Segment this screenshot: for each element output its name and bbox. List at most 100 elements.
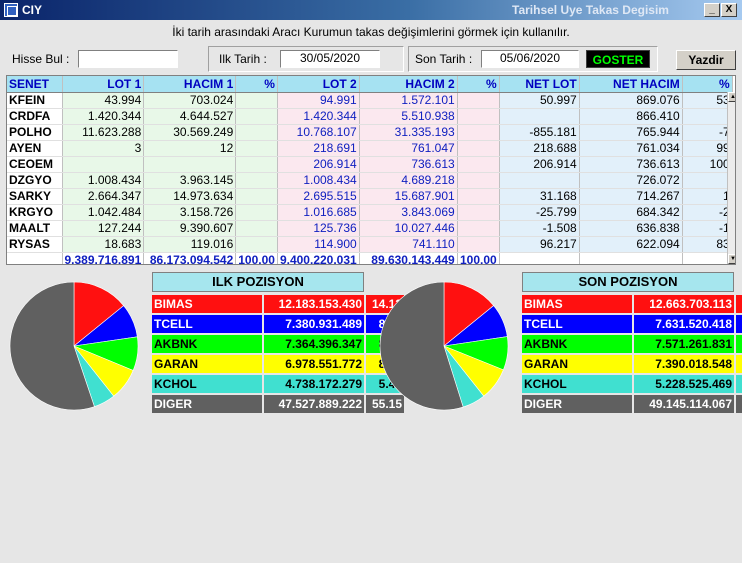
position-value: 7.380.931.489 <box>264 315 364 333</box>
table-cell: 94.991 <box>277 92 360 109</box>
table-cell <box>457 92 500 109</box>
table-cell: 765.944 <box>579 124 683 141</box>
column-header-9[interactable]: % <box>682 76 733 93</box>
position-percent: 8.44 <box>736 335 742 353</box>
table-cell: 1.420.344 <box>277 108 360 125</box>
table-cell: 2.695.515 <box>277 188 360 205</box>
table-row[interactable]: AYEN 3 12 218.691 761.047 218.688 761.034 99 <box>7 140 733 157</box>
table-cell: -25.799 <box>499 204 580 221</box>
table-cell: 15.687.901 <box>359 188 458 205</box>
column-header-5[interactable]: HACIM 2 <box>359 76 458 93</box>
goster-button[interactable]: GOSTER <box>586 50 650 68</box>
scroll-down-arrow[interactable]: ▼ <box>728 254 735 264</box>
son-tarih-input[interactable]: 05/06/2020 <box>481 50 579 68</box>
table-cell <box>143 156 237 173</box>
table-cell: 1.572.101 <box>359 92 458 109</box>
position-row[interactable]: DIGER 47.527.889.222 55.15 <box>152 395 404 413</box>
table-cell: 12 <box>143 140 237 157</box>
total-cell: 9.389.716.891 <box>62 252 145 264</box>
ilk-pozisyon-pie-chart <box>9 281 139 411</box>
table-cell: 3 <box>62 140 145 157</box>
senet-cell: DZGYO <box>7 172 63 189</box>
table-row[interactable]: MAALT 127.244 9.390.607 125.736 10.027.446 -1… <box>7 220 733 237</box>
total-cell: 86.173.094.542 <box>143 252 237 264</box>
table-row[interactable]: KRGYO 1.042.484 3.158.726 1.016.685 3.843.06… <box>7 204 733 221</box>
table-cell: 43.994 <box>62 92 145 109</box>
table-cell: -7 <box>682 124 733 141</box>
table-row[interactable]: POLHO 11.623.288 30.569.249 10.768.107 31.33… <box>7 124 733 141</box>
scroll-up-arrow[interactable]: ▲ <box>728 92 735 102</box>
table-cell: 1.008.434 <box>277 172 360 189</box>
column-header-3[interactable]: % <box>235 76 278 93</box>
table-cell <box>457 140 500 157</box>
total-cell <box>682 252 733 264</box>
table-row[interactable]: CRDFA 1.420.344 4.644.527 1.420.344 5.510.93… <box>7 108 733 125</box>
total-cell <box>499 252 580 264</box>
table-row[interactable]: DZGYO 1.008.434 3.963.145 1.008.434 4.689.21… <box>7 172 733 189</box>
table-cell: 1.420.344 <box>62 108 145 125</box>
column-header-0[interactable]: SENET <box>7 76 63 93</box>
column-header-8[interactable]: NET HACIM <box>579 76 683 93</box>
table-cell <box>499 108 580 125</box>
table-cell: 99 <box>682 140 733 157</box>
table-cell: 119.016 <box>143 236 237 253</box>
table-cell: 53 <box>682 92 733 109</box>
column-header-4[interactable]: LOT 2 <box>277 76 360 93</box>
table-cell: 127.244 <box>62 220 145 237</box>
ilk-tarih-input[interactable]: 30/05/2020 <box>280 50 380 68</box>
table-cell: -1 <box>682 220 733 237</box>
son-pozisyon-pie-chart <box>379 281 509 411</box>
close-button[interactable]: X <box>721 3 737 17</box>
position-row[interactable]: BIMAS 12.183.153.430 14.13 <box>152 295 404 313</box>
table-cell: 18.683 <box>62 236 145 253</box>
pie-slice-diger <box>9 281 95 411</box>
table-cell <box>235 92 278 109</box>
table-row[interactable]: SARKY 2.664.347 14.973.634 2.695.515 15.687.… <box>7 188 733 205</box>
table-cell: 114.900 <box>277 236 360 253</box>
table-cell: 4.689.218 <box>359 172 458 189</box>
table-scrollbar[interactable]: ▲ ▼ <box>727 92 735 264</box>
yazdir-button[interactable]: Yazdir <box>676 50 736 70</box>
table-cell <box>235 140 278 157</box>
column-header-7[interactable]: NET LOT <box>499 76 580 93</box>
table-cell: 761.034 <box>579 140 683 157</box>
column-header-1[interactable]: LOT 1 <box>62 76 145 93</box>
table-cell <box>235 124 278 141</box>
table-cell: 125.736 <box>277 220 360 237</box>
hisse-search-input[interactable] <box>78 50 178 68</box>
takas-table: SENET LOT 1 HACIM 1% LOT 2 HACIM 2% NET LOT NE… <box>6 75 736 265</box>
position-value: 4.738.172.279 <box>264 375 364 393</box>
minimize-button[interactable]: _ <box>704 3 720 17</box>
position-name: TCELL <box>152 315 262 333</box>
table-row[interactable]: KFEIN 43.994 703.024 94.991 1.572.101 50.997 8… <box>7 92 733 109</box>
table-cell: 736.613 <box>359 156 458 173</box>
table-cell: 3.963.145 <box>143 172 237 189</box>
total-cell: 100,00 <box>235 252 278 264</box>
table-cell: 703.024 <box>143 92 237 109</box>
table-row[interactable]: CEOEM 206.914 736.613 206.914 736.613 100 <box>7 156 733 173</box>
position-name: BIMAS <box>152 295 262 313</box>
app-icon <box>4 3 18 17</box>
position-percent: 54.83 <box>736 395 742 413</box>
title-bar[interactable]: CIY Tarihsel Uye Takas Degisim _ X <box>0 0 742 20</box>
position-row[interactable]: KCHOL 4.738.172.279 5.49 <box>152 375 404 393</box>
column-header-6[interactable]: % <box>457 76 500 93</box>
position-name: KCHOL <box>152 375 262 393</box>
position-name: BIMAS <box>522 295 632 313</box>
table-cell: 3.843.069 <box>359 204 458 221</box>
table-cell: 1.008.434 <box>62 172 145 189</box>
column-header-2[interactable]: HACIM 1 <box>143 76 237 93</box>
table-cell: 218.691 <box>277 140 360 157</box>
table-cell <box>499 172 580 189</box>
table-row[interactable]: RYSAS 18.683 119.016 114.900 741.110 96.217 62… <box>7 236 733 253</box>
table-cell: -2 <box>682 204 733 221</box>
